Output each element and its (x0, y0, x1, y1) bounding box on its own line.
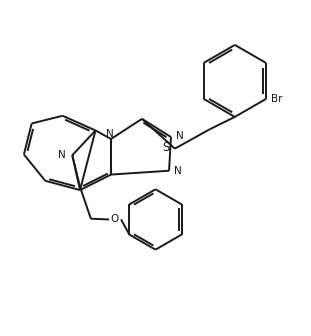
Text: O: O (111, 214, 119, 224)
Text: N: N (174, 166, 181, 176)
Text: Br: Br (271, 94, 282, 104)
Text: N: N (106, 129, 114, 138)
Text: S: S (162, 141, 170, 154)
Text: N: N (58, 150, 66, 160)
Text: N: N (176, 131, 183, 141)
